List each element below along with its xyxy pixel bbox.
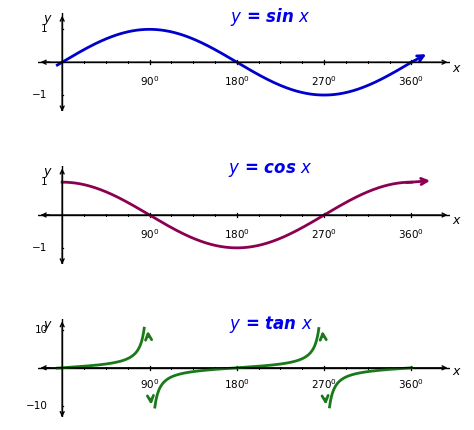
Text: 180$^0$: 180$^0$	[224, 74, 250, 88]
Text: 1: 1	[41, 177, 47, 187]
Text: −1: −1	[32, 243, 47, 253]
Text: $y$: $y$	[43, 13, 53, 27]
Text: 1: 1	[41, 25, 47, 34]
Text: $y$ = cos $x$: $y$ = cos $x$	[228, 161, 313, 178]
Text: 90$^0$: 90$^0$	[140, 378, 159, 391]
Text: $y$ = sin $x$: $y$ = sin $x$	[230, 6, 311, 28]
Text: −10: −10	[26, 401, 47, 411]
Text: 180$^0$: 180$^0$	[224, 227, 250, 241]
Text: 360$^0$: 360$^0$	[399, 227, 425, 241]
Text: 270$^0$: 270$^0$	[311, 227, 337, 241]
Text: 10: 10	[35, 325, 47, 335]
Text: 360$^0$: 360$^0$	[399, 74, 425, 88]
Text: $y$: $y$	[43, 319, 53, 332]
Text: 180$^0$: 180$^0$	[224, 378, 250, 391]
Text: $y$: $y$	[43, 166, 53, 180]
Text: $y$ = tan $x$: $y$ = tan $x$	[228, 314, 313, 335]
Text: 270$^0$: 270$^0$	[311, 378, 337, 391]
Text: 90$^0$: 90$^0$	[140, 74, 159, 88]
Text: 270$^0$: 270$^0$	[311, 74, 337, 88]
Text: $x$: $x$	[452, 61, 462, 75]
Text: −1: −1	[32, 90, 47, 100]
Text: 360$^0$: 360$^0$	[399, 378, 425, 391]
Text: $x$: $x$	[452, 215, 462, 227]
Text: 90$^0$: 90$^0$	[140, 227, 159, 241]
Text: $x$: $x$	[452, 365, 462, 378]
